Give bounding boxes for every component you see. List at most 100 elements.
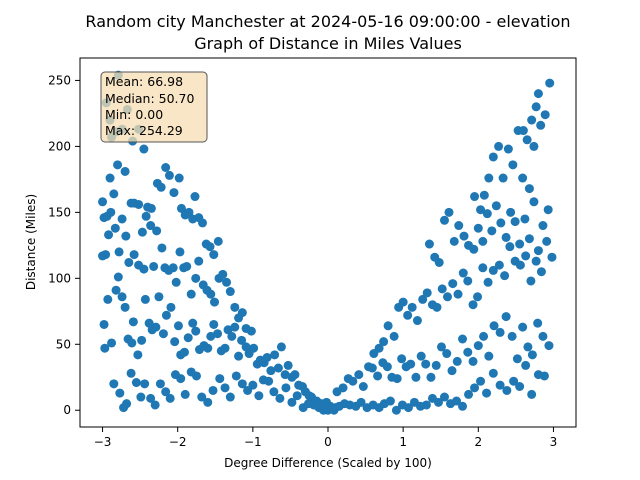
data-point bbox=[176, 203, 186, 213]
data-point bbox=[452, 356, 462, 366]
data-point bbox=[171, 277, 181, 287]
data-point bbox=[173, 321, 183, 331]
data-point bbox=[538, 331, 548, 341]
data-point bbox=[356, 397, 366, 407]
data-point bbox=[174, 173, 184, 183]
data-point bbox=[531, 256, 541, 266]
data-point bbox=[182, 261, 192, 271]
data-point bbox=[473, 341, 483, 351]
data-point bbox=[194, 256, 204, 266]
data-point bbox=[161, 310, 171, 320]
data-point bbox=[487, 226, 497, 236]
data-point bbox=[157, 243, 167, 253]
data-point bbox=[231, 371, 241, 381]
data-point bbox=[433, 397, 443, 407]
data-point bbox=[421, 359, 431, 369]
data-point bbox=[213, 236, 223, 246]
x-tick-label: −2 bbox=[169, 435, 187, 449]
data-point bbox=[495, 327, 505, 337]
data-point bbox=[523, 342, 533, 352]
data-point bbox=[283, 360, 293, 370]
data-point bbox=[206, 289, 216, 299]
data-point bbox=[482, 209, 492, 219]
data-point bbox=[391, 405, 401, 415]
data-point bbox=[155, 379, 165, 389]
y-tick-label: 100 bbox=[48, 271, 71, 285]
data-point bbox=[146, 221, 156, 231]
data-point bbox=[543, 205, 553, 215]
data-point bbox=[117, 292, 127, 302]
x-axis-label: Degree Difference (Scaled by 100) bbox=[224, 456, 432, 470]
data-point bbox=[203, 397, 213, 407]
data-point bbox=[503, 144, 513, 154]
data-point bbox=[458, 334, 468, 344]
data-point bbox=[505, 242, 515, 252]
data-point bbox=[141, 211, 151, 221]
data-point bbox=[275, 393, 285, 403]
data-point bbox=[184, 207, 194, 217]
data-point bbox=[468, 300, 478, 310]
data-point bbox=[266, 366, 276, 376]
stats-box-background bbox=[100, 71, 208, 143]
data-point bbox=[322, 397, 331, 407]
data-point bbox=[403, 403, 413, 413]
data-point bbox=[494, 260, 504, 270]
x-tick-label: 2 bbox=[474, 435, 482, 449]
data-point bbox=[515, 239, 525, 249]
y-axis-ticks: 0 50 100 150 200 250 bbox=[48, 73, 80, 417]
data-point bbox=[507, 331, 517, 341]
data-point bbox=[389, 331, 399, 341]
data-point bbox=[225, 287, 235, 297]
data-point bbox=[518, 322, 528, 332]
data-point bbox=[515, 382, 525, 391]
data-point bbox=[479, 190, 489, 200]
data-point bbox=[122, 399, 132, 409]
data-point bbox=[406, 359, 416, 369]
data-point bbox=[529, 197, 539, 207]
data-point bbox=[506, 207, 516, 217]
data-point bbox=[120, 166, 130, 176]
data-point bbox=[545, 78, 555, 88]
data-point bbox=[374, 343, 384, 353]
data-point bbox=[104, 230, 114, 240]
y-tick-label: 200 bbox=[48, 139, 71, 153]
data-point bbox=[161, 387, 171, 397]
data-point bbox=[175, 247, 185, 257]
stats-median: Median: 50.70 bbox=[105, 91, 194, 106]
data-point bbox=[442, 292, 452, 302]
data-point bbox=[107, 338, 117, 348]
data-point bbox=[150, 400, 160, 410]
data-point bbox=[158, 329, 168, 339]
data-point bbox=[117, 214, 127, 224]
data-point bbox=[484, 173, 494, 183]
data-point bbox=[522, 135, 532, 145]
data-point bbox=[146, 393, 156, 403]
data-point bbox=[424, 239, 434, 249]
data-point bbox=[113, 160, 123, 170]
data-point bbox=[223, 325, 233, 335]
data-point bbox=[140, 379, 150, 389]
data-point bbox=[115, 388, 125, 398]
data-point bbox=[496, 218, 506, 228]
data-point bbox=[183, 333, 193, 343]
data-point bbox=[106, 207, 116, 217]
data-point bbox=[188, 318, 198, 328]
data-point bbox=[209, 319, 219, 329]
data-point bbox=[208, 385, 218, 395]
data-point bbox=[483, 277, 493, 287]
data-point bbox=[527, 115, 537, 125]
data-point bbox=[170, 337, 180, 347]
data-point bbox=[473, 223, 483, 233]
y-tick-label: 150 bbox=[48, 205, 71, 219]
data-point bbox=[392, 374, 402, 384]
data-point bbox=[105, 173, 115, 183]
data-point bbox=[121, 231, 131, 241]
data-point bbox=[531, 102, 541, 112]
stats-min: Min: 0.00 bbox=[105, 107, 163, 122]
data-point bbox=[385, 396, 395, 406]
data-point bbox=[109, 189, 119, 199]
data-point bbox=[269, 387, 279, 397]
data-point bbox=[488, 152, 498, 162]
data-point bbox=[488, 368, 498, 378]
data-point bbox=[213, 329, 223, 339]
